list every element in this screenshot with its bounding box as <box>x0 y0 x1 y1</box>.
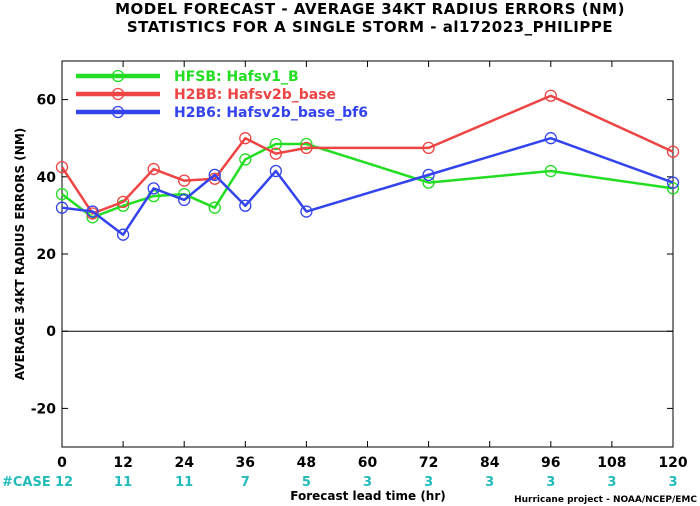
legend-marker <box>111 105 125 119</box>
data-point <box>147 162 160 176</box>
data-point <box>300 205 313 218</box>
data-point <box>422 141 435 155</box>
data-point <box>269 137 283 151</box>
legend-item-2: H2BB: Hafsv2b_base <box>76 87 336 103</box>
data-point <box>55 160 69 174</box>
data-point <box>208 168 221 182</box>
case-count-value: 11 <box>114 475 132 490</box>
data-point <box>116 228 130 241</box>
data-point <box>116 195 130 209</box>
case-count-value: 3 <box>668 475 677 490</box>
case-count-value: 3 <box>607 475 616 490</box>
data-point <box>86 205 99 218</box>
data-point <box>300 141 313 155</box>
x-tick-label: 84 <box>480 455 500 471</box>
x-axis: 0 12 24 36 48 60 72 84 96 108 120 <box>57 61 688 471</box>
data-point <box>239 132 252 145</box>
data-point <box>147 182 160 195</box>
y-tick-label: 20 <box>37 247 57 263</box>
x-tick-label: 48 <box>297 455 316 471</box>
legend: HFSB: Hafsv1_B H2BB: Hafsv2b_base H2B6: Ha… <box>76 69 368 121</box>
y-tick-label: -20 <box>31 401 57 417</box>
data-point <box>422 168 435 182</box>
legend-item-1: HFSB: Hafsv1_B <box>76 69 299 85</box>
case-count-value: 3 <box>485 475 494 490</box>
legend-marker <box>111 87 125 101</box>
case-count-value: 12 <box>55 475 73 490</box>
data-point <box>55 201 69 214</box>
data-point <box>422 176 435 189</box>
series-3 <box>55 132 680 241</box>
series-line <box>61 142 674 219</box>
x-axis-label: Forecast lead time (hr) <box>290 489 446 503</box>
y-tick-label: 60 <box>37 93 57 109</box>
chart-title-line-2: STATISTICS FOR A SINGLE STORM - al172023… <box>127 18 613 36</box>
case-count-value: 3 <box>363 475 372 490</box>
data-point <box>55 188 69 201</box>
data-point <box>666 182 680 195</box>
case-count-label: #CASE <box>2 475 51 490</box>
case-count-value: 5 <box>302 475 311 490</box>
data-point <box>269 164 283 178</box>
y-tick-label: 40 <box>37 170 57 186</box>
chart-title-line-1: MODEL FORECAST - AVERAGE 34KT RADIUS ERR… <box>115 0 625 18</box>
legend-label: HFSB: Hafsv1_B <box>174 69 299 85</box>
legend-label: H2B6: Hafsv2b_base_bf6 <box>174 105 368 121</box>
series-2 <box>55 89 680 220</box>
case-count-value: 3 <box>546 475 555 490</box>
case-count-value: 11 <box>175 475 193 490</box>
case-count-row: #CASE 12 11 11 7 5 3 3 3 3 3 3 <box>2 475 678 490</box>
data-point <box>544 89 557 102</box>
x-tick-label: 12 <box>113 455 132 471</box>
data-point <box>269 147 283 160</box>
x-tick-label: 0 <box>57 455 67 471</box>
x-tick-label: 108 <box>597 455 626 471</box>
data-point <box>544 164 557 178</box>
x-tick-label: 72 <box>419 455 438 471</box>
legend-item-3: H2B6: Hafsv2b_base_bf6 <box>76 105 368 121</box>
y-axis-label: AVERAGE 34KT RADIUS ERRORS (NM) <box>13 128 27 380</box>
series <box>55 89 680 241</box>
series-line <box>61 136 674 236</box>
y-axis: -20 0 20 40 60 <box>31 93 673 417</box>
data-point <box>239 153 252 166</box>
y-tick-label: 0 <box>46 324 56 340</box>
data-point <box>666 176 680 189</box>
data-point <box>666 145 680 158</box>
chart-title: MODEL FORECAST - AVERAGE 34KT RADIUS ERR… <box>115 0 625 36</box>
case-count-value: 7 <box>241 475 250 490</box>
x-tick-label: 36 <box>236 455 255 471</box>
data-point <box>178 193 191 207</box>
data-point <box>544 132 557 145</box>
credit-text: Hurricane project - NOAA/NCEP/EMC <box>514 495 697 505</box>
x-tick-label: 24 <box>174 455 194 471</box>
case-count-value: 3 <box>424 475 433 490</box>
legend-label: H2BB: Hafsv2b_base <box>174 87 336 103</box>
x-tick-label: 120 <box>658 455 687 471</box>
x-tick-label: 60 <box>358 455 378 471</box>
x-tick-label: 96 <box>541 455 560 471</box>
data-point <box>208 201 221 214</box>
data-point <box>239 199 252 212</box>
data-point <box>300 137 313 151</box>
legend-marker <box>111 69 125 83</box>
data-point <box>178 174 191 187</box>
